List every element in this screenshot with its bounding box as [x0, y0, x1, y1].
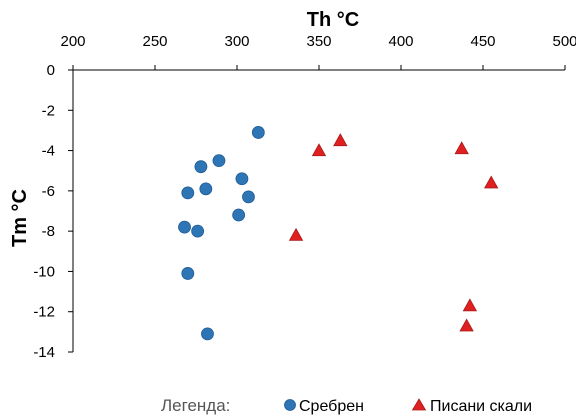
data-points: [178, 126, 499, 341]
point-pisani-skali: [484, 175, 499, 189]
legend-triangle-marker-icon: [411, 398, 427, 411]
point-pisani-skali: [333, 133, 348, 147]
y-tick-label: -14: [33, 344, 55, 361]
point-srebren: [194, 160, 208, 174]
legend: Легенда: Сребрен Писани скали: [161, 396, 532, 415]
point-pisani-skali: [288, 227, 304, 241]
y-tick-label: -6: [42, 183, 55, 200]
x-tick-label: 350: [306, 33, 331, 50]
x-tick-label: 250: [142, 33, 167, 50]
y-tick-label: -8: [42, 223, 55, 240]
point-srebren: [201, 327, 214, 341]
legend-entry-pisani-skali: Писани скали: [430, 398, 532, 415]
point-srebren: [212, 154, 226, 168]
point-pisani-skali: [462, 298, 478, 312]
point-srebren: [181, 267, 195, 280]
y-tick-label: -2: [42, 102, 55, 119]
y-tick-label: -4: [42, 143, 55, 160]
point-srebren: [191, 224, 205, 238]
x-axis-title: Th °C: [307, 9, 359, 31]
y-axis-title: Tm °C: [9, 189, 31, 247]
x-tick-label: 500: [552, 33, 576, 50]
point-srebren: [242, 190, 255, 204]
y-tick-label: -12: [33, 304, 55, 321]
y-tick-label: 0: [47, 62, 55, 79]
legend-entry-srebren: Сребрен: [299, 398, 364, 415]
point-pisani-skali: [454, 141, 469, 155]
y-ticks: 0 -2 -4 -6 -8 -10 -12 -14: [33, 62, 73, 361]
x-tick-label: 300: [224, 33, 249, 50]
point-srebren: [181, 186, 195, 200]
x-tick-label: 200: [60, 33, 85, 50]
point-srebren: [178, 220, 191, 234]
x-tick-label: 450: [470, 33, 495, 50]
x-tick-label: 400: [388, 33, 413, 50]
point-srebren: [232, 208, 246, 222]
point-srebren: [251, 126, 265, 139]
point-pisani-skali: [459, 318, 474, 332]
axes: [72, 69, 565, 352]
legend-circle-marker-icon: [284, 399, 296, 411]
point-srebren: [235, 172, 249, 186]
x-ticks: 200 250 300 350 400 450 500: [60, 33, 576, 70]
point-pisani-skali: [311, 143, 327, 157]
point-srebren: [199, 182, 213, 196]
y-tick-label: -10: [33, 263, 55, 280]
legend-label: Легенда:: [161, 396, 230, 415]
